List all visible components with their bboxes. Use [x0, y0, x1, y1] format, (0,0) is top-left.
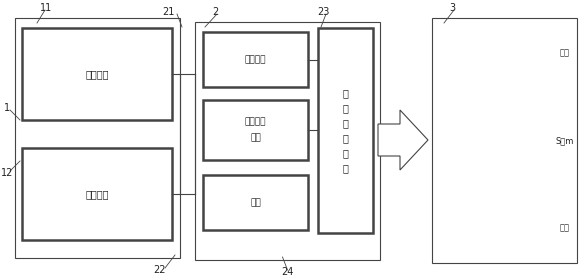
Text: 12: 12	[1, 168, 13, 178]
Text: 号: 号	[343, 104, 349, 113]
Bar	[318, 28, 373, 233]
Text: 2: 2	[212, 7, 218, 17]
Text: 检测电路: 检测电路	[245, 55, 266, 64]
Text: 信: 信	[343, 88, 349, 99]
Text: 理: 理	[343, 134, 349, 143]
Bar	[203, 100, 308, 160]
Text: 电源: 电源	[250, 198, 261, 207]
Text: 23: 23	[317, 7, 329, 17]
Text: 1: 1	[4, 103, 10, 113]
Bar	[15, 18, 180, 258]
Text: 3: 3	[449, 3, 455, 13]
Text: 地感线圈: 地感线圈	[85, 189, 109, 199]
Text: 信号检测: 信号检测	[245, 118, 266, 127]
Text: 22: 22	[154, 265, 166, 275]
Text: 处: 处	[343, 118, 349, 129]
Text: 电: 电	[343, 148, 349, 158]
Bar	[195, 22, 380, 260]
Text: 11: 11	[40, 3, 52, 13]
Bar	[203, 175, 308, 230]
Bar	[22, 148, 172, 240]
Text: 路面: 路面	[560, 223, 570, 232]
Text: 电路: 电路	[250, 134, 261, 143]
Bar	[22, 28, 172, 120]
Text: 路面: 路面	[560, 48, 570, 57]
Polygon shape	[378, 110, 428, 170]
Text: 路: 路	[343, 164, 349, 174]
Text: S导m: S导m	[556, 136, 574, 145]
Text: 21: 21	[162, 7, 175, 17]
Bar	[203, 32, 308, 87]
Bar	[432, 18, 577, 263]
Text: 地感线圈: 地感线圈	[85, 69, 109, 79]
Text: 24: 24	[281, 267, 294, 277]
